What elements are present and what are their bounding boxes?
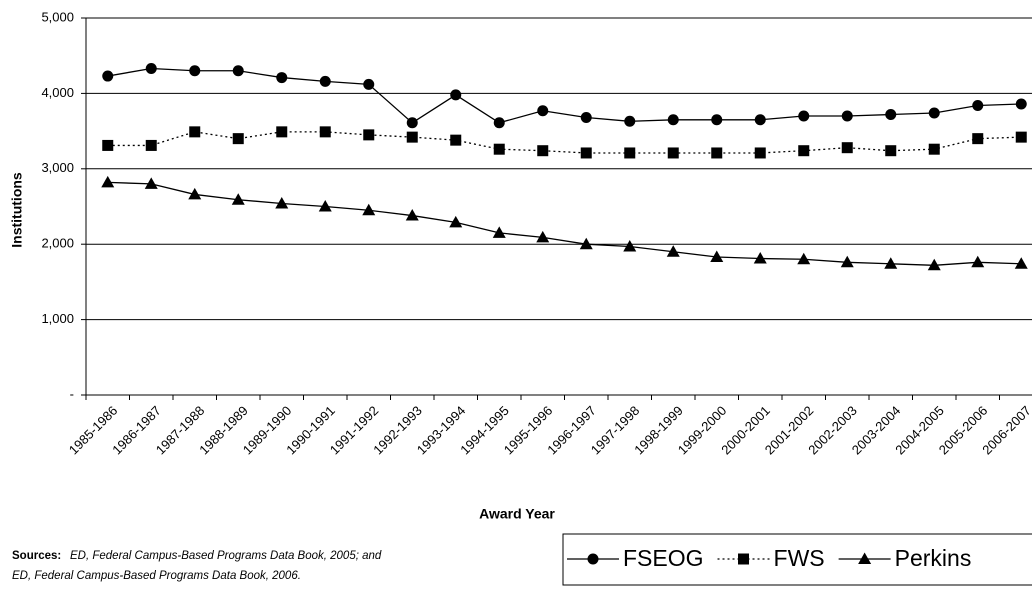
point [797,252,811,265]
point [493,117,505,129]
point [102,139,114,151]
y-tick-label: 2,000 [41,236,74,251]
series-line [107,181,1022,266]
series-line [107,131,1022,154]
y-axis-title: Institutions [9,172,25,248]
legend-label: FSEOG [623,545,704,571]
point [711,147,723,159]
point [406,117,418,129]
point [144,177,158,189]
point [971,255,985,268]
point [232,133,244,145]
point [667,147,679,159]
y-tick-label: 4,000 [41,85,74,100]
legend-marker [738,553,750,565]
point [579,237,593,250]
point [405,209,419,221]
point [537,145,549,157]
point [101,175,115,188]
point [666,245,680,257]
y-tick-label: - [70,386,74,401]
point [624,147,636,159]
point [536,230,550,243]
source-line: ED, Federal Campus-Based Programs Data B… [12,570,301,582]
point [798,145,810,157]
point [406,131,418,143]
point [711,114,723,126]
point [667,114,679,126]
point [1014,257,1028,269]
point [840,255,854,268]
point [841,110,853,122]
point [231,193,245,205]
point [927,258,941,271]
y-tick-label: 1,000 [41,311,74,326]
point [189,65,201,77]
point [710,250,724,263]
series-line [107,67,1022,124]
point [493,143,505,155]
point [1015,98,1027,110]
point [145,139,157,151]
point [275,196,289,209]
y-tick-label: 5,000 [41,9,74,24]
point [189,126,201,138]
point [798,110,810,122]
legend-marker [858,552,872,564]
point [624,115,636,127]
source-line: ED, Federal Campus-Based Programs Data B… [70,550,382,562]
legend-marker [587,553,599,565]
point [623,239,637,252]
point [362,203,376,216]
point [102,70,114,82]
point [580,147,592,159]
point [232,65,244,77]
point [537,105,549,117]
point [754,114,766,126]
point [753,252,767,264]
point [972,133,984,145]
legend-box [562,533,1032,586]
point [145,63,157,75]
y-tick-label: 3,000 [41,160,74,175]
point [319,126,331,138]
point [318,200,332,212]
x-axis-title: Award Year [479,506,555,522]
point [885,109,897,121]
point [363,78,375,90]
point [276,126,288,138]
point [450,89,462,101]
point [450,134,462,146]
point [276,72,288,84]
legend-label: Perkins [895,545,972,571]
point [188,187,202,200]
point [928,107,940,119]
point [884,257,898,269]
point [754,147,766,159]
point [841,142,853,154]
point [319,75,331,87]
point [1015,131,1027,143]
source-label: Sources: [12,550,61,562]
point [363,129,375,141]
point [885,145,897,157]
legend-label: FWS [774,545,825,571]
point [972,99,984,111]
point [928,143,940,155]
point [449,215,463,228]
point [492,226,506,238]
point [580,112,592,124]
